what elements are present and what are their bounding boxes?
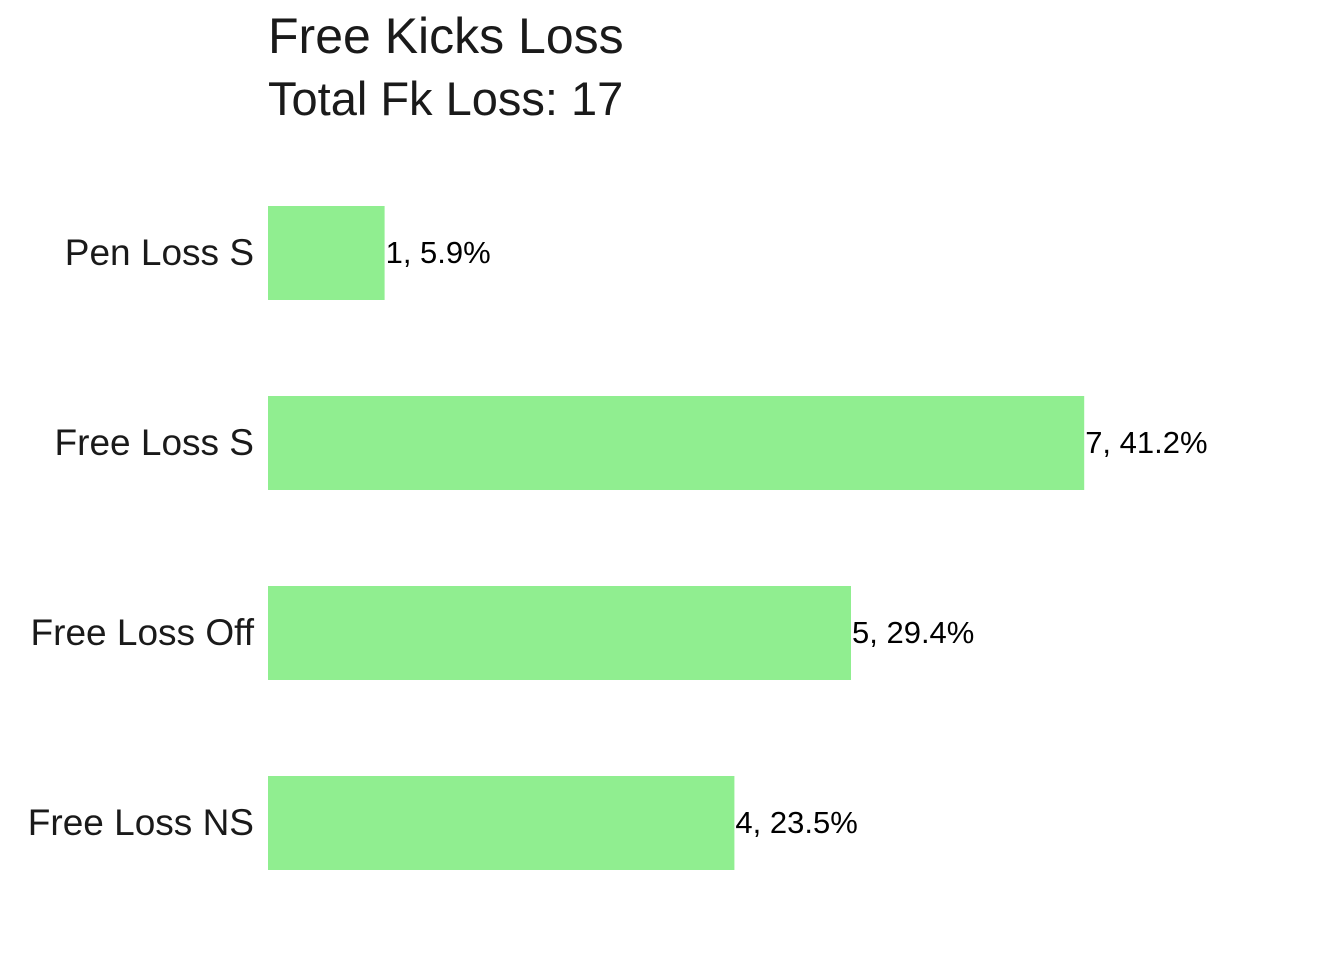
- bar: [268, 206, 385, 300]
- category-label: Free Loss Off: [31, 612, 255, 653]
- bar: [268, 776, 735, 870]
- chart-title: Free Kicks Loss: [268, 8, 624, 64]
- data-label: 7, 41.2%: [1085, 425, 1207, 460]
- category-label: Free Loss S: [55, 422, 254, 463]
- bar: [268, 396, 1085, 490]
- data-label: 1, 5.9%: [386, 235, 491, 270]
- data-label: 4, 23.5%: [735, 805, 857, 840]
- bar: [268, 586, 851, 680]
- category-label: Pen Loss S: [65, 232, 254, 273]
- category-label: Free Loss NS: [28, 802, 254, 843]
- data-label: 5, 29.4%: [852, 615, 974, 650]
- chart-subtitle: Total Fk Loss: 17: [268, 72, 624, 125]
